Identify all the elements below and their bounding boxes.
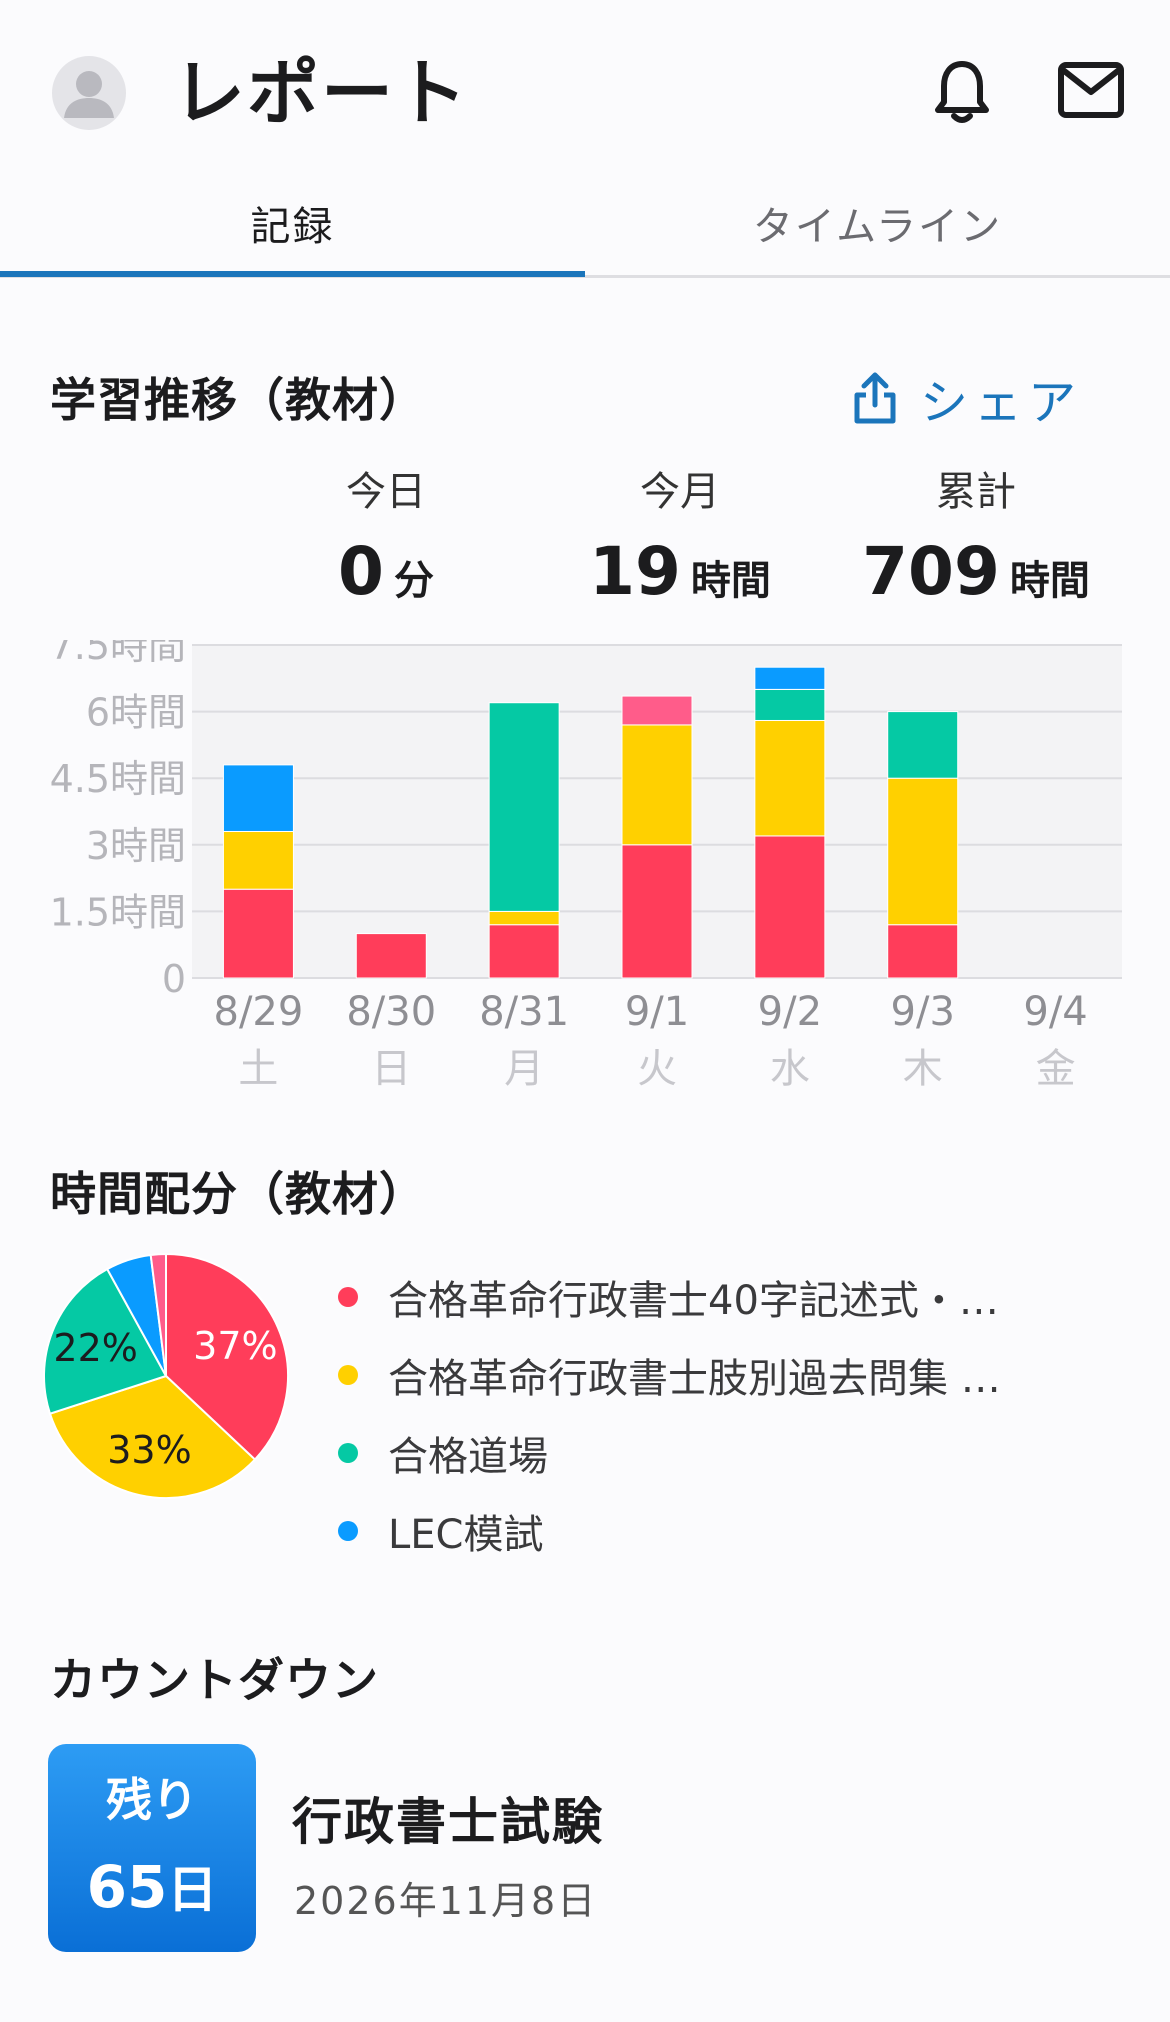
countdown-days: 65 (86, 1853, 168, 1921)
bar-segment (621, 695, 693, 726)
mail-icon[interactable] (1058, 62, 1124, 118)
y-tick-label: 6時間 (86, 691, 186, 735)
pie-slice-label: 37% (193, 1324, 277, 1368)
stat-unit: 分 (393, 558, 434, 604)
legend-dot-icon (338, 1521, 358, 1541)
bar-segment (754, 835, 826, 979)
y-tick-label: 7.5時間 (50, 640, 186, 668)
legend-label: 合格革命行政書士40字記述式・… (388, 1278, 999, 1324)
x-weekday-label: 土 (238, 1046, 278, 1092)
bar-segment (887, 924, 959, 979)
stacked-bar-chart: 0 1.5時間 3時間 4.5時間 6時間 7.5時間 8/29 土 8/30 日 8/31 月 9/1… (50, 640, 1122, 1092)
share-icon (854, 372, 896, 424)
stat-label: 今日 (346, 469, 426, 515)
bar-segment (621, 724, 693, 846)
pie-chart: 37% 33% 22% (43, 1252, 289, 1499)
x-tick-label: 8/29 (214, 989, 304, 1035)
share-label: シェア (920, 375, 1083, 431)
countdown-days-unit: 日 (167, 1861, 218, 1919)
legend-item: 合格革命行政書士40字記述式・… (338, 1258, 1098, 1336)
bar-segment (621, 844, 693, 979)
legend-label: 合格道場 (388, 1434, 548, 1480)
y-tick-label: 1.5時間 (50, 890, 186, 934)
bar-segment (222, 830, 294, 890)
pie-slice (48, 1374, 257, 1499)
bar-segment (887, 711, 959, 779)
x-tick-label: 9/3 (891, 989, 955, 1035)
exam-name[interactable]: 行政書士試験 (292, 1793, 604, 1851)
stat-total: 累計 709 時間 (826, 464, 1126, 612)
y-tick-label: 0 (162, 957, 186, 1001)
pie-slice (149, 1252, 167, 1377)
bar-segment (488, 924, 560, 979)
time-allocation-pie: 37% 33% 22% (36, 1246, 296, 1506)
bar-segment (488, 702, 560, 912)
bar-segment (222, 764, 294, 832)
legend-item: 合格道場 (338, 1414, 1098, 1492)
x-tick-label: 9/1 (625, 989, 689, 1035)
avatar-icon[interactable] (52, 56, 126, 130)
y-tick-label: 4.5時間 (50, 757, 186, 801)
page-title: レポート (173, 51, 470, 135)
bar-segment (754, 688, 826, 721)
legend-label: LEC模試 (388, 1512, 544, 1558)
stat-unit: 時間 (690, 558, 771, 604)
x-weekday-label: 金 (1036, 1046, 1076, 1092)
study-trend-chart: 0 1.5時間 3時間 4.5時間 6時間 7.5時間 8/29 土 8/30 日 8/31 月 9/1… (40, 640, 1130, 1100)
bell-icon[interactable] (930, 58, 994, 128)
countdown-title: カウントダウン (50, 1653, 379, 1707)
x-tick-label: 9/2 (758, 989, 822, 1035)
pie-slice-label: 33% (107, 1428, 191, 1472)
stat-value: 0 (338, 533, 384, 610)
legend-label: 合格革命行政書士肢別過去問集 … (388, 1356, 1001, 1402)
countdown-badge-label: 残り (106, 1773, 198, 1827)
legend-dot-icon (338, 1443, 358, 1463)
bar-segment (887, 777, 959, 926)
stat-month: 今月 19 時間 (530, 464, 830, 612)
bar-segment (222, 888, 294, 979)
stat-value: 709 (862, 533, 1000, 610)
pie-slice (43, 1267, 168, 1415)
bar-segment (355, 933, 427, 979)
x-weekday-label: 水 (770, 1046, 810, 1092)
pie-slice (165, 1252, 289, 1461)
countdown-badge[interactable]: 残り 65日 (48, 1744, 256, 1952)
pie-legend: 合格革命行政書士40字記述式・… 合格革命行政書士肢別過去問集 … 合格道場 L… (338, 1258, 1098, 1570)
stat-unit: 時間 (1009, 558, 1090, 604)
legend-dot-icon (338, 1287, 358, 1307)
tab-records[interactable]: 記録 (250, 203, 335, 250)
bar-segment (754, 719, 826, 837)
legend-item: 合格革命行政書士肢別過去問集 … (338, 1336, 1098, 1414)
tab-timeline[interactable]: タイムライン (752, 203, 1003, 250)
y-tick-label: 3時間 (86, 824, 186, 868)
x-tick-label: 8/31 (479, 989, 569, 1035)
x-tick-label: 9/4 (1023, 989, 1087, 1035)
stat-value: 19 (589, 533, 681, 610)
stat-label: 累計 (936, 469, 1016, 515)
x-weekday-label: 日 (371, 1046, 411, 1092)
pie-slice-label: 22% (53, 1326, 137, 1370)
bar-segment (754, 666, 826, 690)
x-weekday-label: 木 (903, 1046, 943, 1092)
time-allocation-title: 時間配分（教材） (50, 1167, 426, 1221)
study-trend-title: 学習推移（教材） (50, 373, 426, 427)
app-header: レポート (0, 0, 1170, 170)
x-tick-label: 8/30 (346, 989, 436, 1035)
active-tab-indicator (0, 271, 585, 277)
share-button[interactable]: シェア (852, 368, 1082, 431)
bar-segment (488, 910, 560, 926)
legend-item: LEC模試 (338, 1492, 1098, 1570)
stat-label: 今月 (640, 469, 720, 515)
x-weekday-label: 月 (504, 1046, 544, 1092)
x-weekday-label: 火 (637, 1046, 677, 1092)
legend-dot-icon (338, 1365, 358, 1385)
tab-bar: 記録 タイムライン (0, 170, 1170, 278)
exam-date: 2026年11月8日 (294, 1879, 598, 1923)
